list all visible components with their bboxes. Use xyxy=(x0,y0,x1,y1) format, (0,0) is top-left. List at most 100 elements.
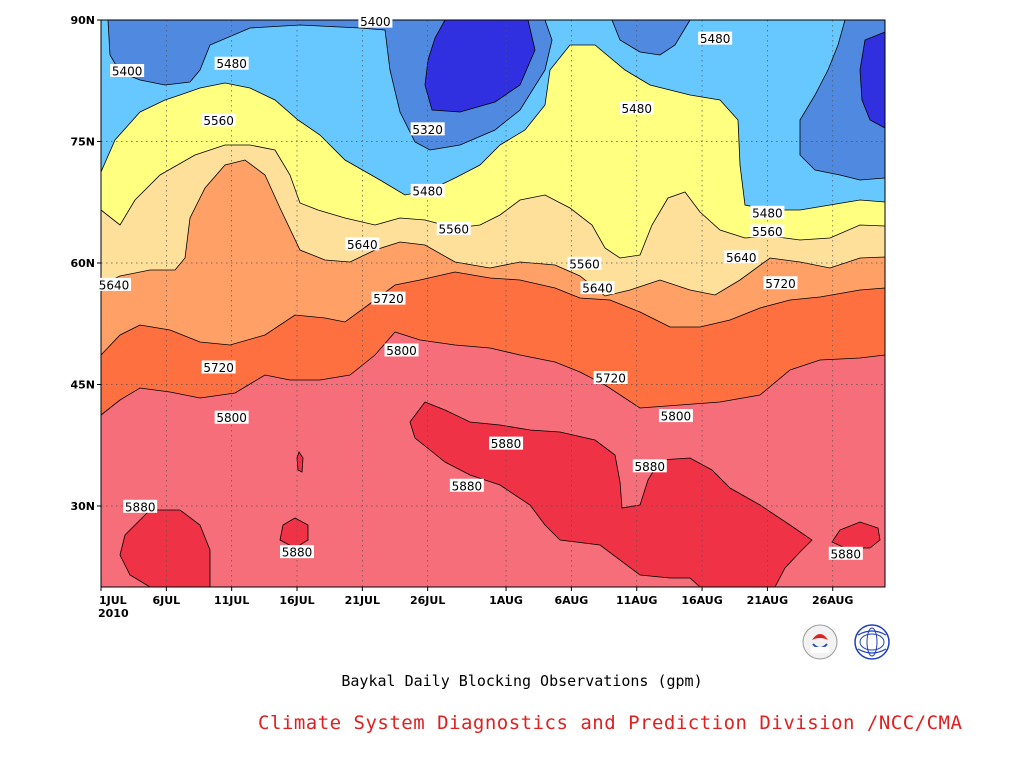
contour-label: 5880 xyxy=(123,499,158,514)
contour-label: 5880 xyxy=(449,478,484,493)
contour-label-bg xyxy=(384,343,419,357)
contour-line-5880-central xyxy=(409,401,813,588)
contour-label-text: 5720 xyxy=(203,361,234,375)
contour-label-text: 5720 xyxy=(765,277,796,291)
contour-label-bg xyxy=(593,371,628,385)
contour-label-bg xyxy=(410,183,445,197)
x-tick-label: 6AUG xyxy=(555,594,589,607)
contour-label-text: 5400 xyxy=(360,15,391,29)
chart-subtitle: Baykal Daily Blocking Observations (gpm) xyxy=(341,672,703,690)
x-tick-label: 11JUL xyxy=(214,594,249,607)
contour-label-bg xyxy=(489,436,524,450)
contour-label-text: 5400 xyxy=(112,65,143,79)
contour-label-bg xyxy=(619,101,654,115)
contour-label-bg xyxy=(580,281,615,295)
contour-label: 5880 xyxy=(828,546,863,561)
contour-label: 5640 xyxy=(97,277,132,292)
x-tick-label: 16AUG xyxy=(681,594,722,607)
ncc-logo xyxy=(854,624,890,660)
contour-line-5400-west xyxy=(107,19,553,151)
x-tick-label: 21JUL xyxy=(345,594,380,607)
contour-label-text: 5640 xyxy=(99,278,130,292)
contour-line-5800 xyxy=(100,331,886,416)
contour-label-text: 5880 xyxy=(831,547,862,561)
contour-label-bg xyxy=(763,276,798,290)
contour-label-text: 5480 xyxy=(700,32,731,46)
contour-label-bg xyxy=(698,31,733,45)
contour-label: 5480 xyxy=(619,101,654,116)
band-above-5880-southwest xyxy=(120,510,210,587)
contour-label: 5880 xyxy=(489,436,524,451)
contour-line-5880-tiny xyxy=(296,451,304,473)
x-tick-label: 11AUG xyxy=(616,594,657,607)
contour-label-text: 5800 xyxy=(661,410,692,424)
contour-label-text: 5880 xyxy=(125,500,156,514)
contour-label: 5480 xyxy=(410,183,445,198)
y-axis: 30N 45N 60N 75N 90N xyxy=(70,14,101,513)
x-tick-label: 26JUL xyxy=(410,594,445,607)
contour-label-text: 5880 xyxy=(452,479,483,493)
contour-label-bg xyxy=(750,224,785,238)
x-tick-label: 26AUG xyxy=(812,594,853,607)
bcc-logo xyxy=(802,624,838,660)
contour-line-5880-east xyxy=(831,521,881,549)
band-below-5320-east xyxy=(860,32,885,128)
credit-line: Climate System Diagnostics and Predictio… xyxy=(258,712,963,734)
contour-label: 5640 xyxy=(724,250,759,265)
contour-label-text: 5480 xyxy=(621,102,652,116)
contour-label: 5400 xyxy=(358,14,393,29)
contour-label-bg xyxy=(410,122,445,136)
contour-label: 5320 xyxy=(410,122,445,137)
y-tick-label: 45N xyxy=(70,379,95,392)
contour-label-bg xyxy=(632,459,667,473)
y-tick-label: 30N xyxy=(70,500,95,513)
contour-line-5320-center xyxy=(424,19,536,113)
x-year-label: 2010 xyxy=(98,607,129,620)
contour-label: 5560 xyxy=(567,256,602,271)
contour-line-5640 xyxy=(100,159,886,297)
contour-label: 5640 xyxy=(580,281,615,296)
contour-label-text: 5480 xyxy=(752,206,783,220)
x-tick-label: 16JUL xyxy=(279,594,314,607)
contour-label-text: 5880 xyxy=(282,546,313,560)
contour-label-bg xyxy=(567,256,602,270)
contour-line-5320-east xyxy=(859,31,886,129)
contour-line-5400-east xyxy=(799,19,886,181)
contour-label-bg xyxy=(201,360,236,374)
contour-label-text: 5800 xyxy=(386,344,417,358)
contour-label: 5480 xyxy=(750,205,785,220)
band-5320-5400-northcentral xyxy=(612,20,690,55)
contour-label: 5720 xyxy=(371,291,406,306)
contour-label: 5720 xyxy=(593,371,628,386)
contour-label-bg xyxy=(123,499,158,513)
contour-label: 5800 xyxy=(384,343,419,358)
contour-label-bg xyxy=(449,478,484,492)
contour-label-bg xyxy=(436,221,471,235)
contour-label-text: 5480 xyxy=(412,184,443,198)
contour-line-5400-northcentral xyxy=(611,19,691,56)
plot-frame xyxy=(100,19,886,588)
contour-label-bg xyxy=(345,237,380,251)
x-tick-label: 1JUL xyxy=(99,594,127,607)
contour-label: 5880 xyxy=(280,545,314,560)
band-above-5880-tiny xyxy=(297,452,303,472)
contour-line-5880-small xyxy=(279,517,309,549)
contour-label-bg xyxy=(371,291,406,305)
contour-label: 5560 xyxy=(201,113,236,128)
contour-label-text: 5800 xyxy=(216,411,247,425)
y-tick-label: 60N xyxy=(70,257,95,270)
contour-label-bg xyxy=(97,277,132,291)
contour-line-5720 xyxy=(100,271,886,356)
logos xyxy=(802,624,890,660)
contour-label-text: 5720 xyxy=(595,372,626,386)
contour-label-bg xyxy=(658,409,693,423)
contour-line-5560 xyxy=(100,144,886,259)
grid-lines xyxy=(101,20,885,587)
contour-label-text: 5560 xyxy=(752,225,783,239)
contour-label-bg xyxy=(214,410,249,424)
contour-label-text: 5560 xyxy=(439,222,470,236)
contour-label-text: 5880 xyxy=(491,437,522,451)
contour-label-bg xyxy=(750,205,785,219)
y-tick-label: 75N xyxy=(70,136,95,149)
